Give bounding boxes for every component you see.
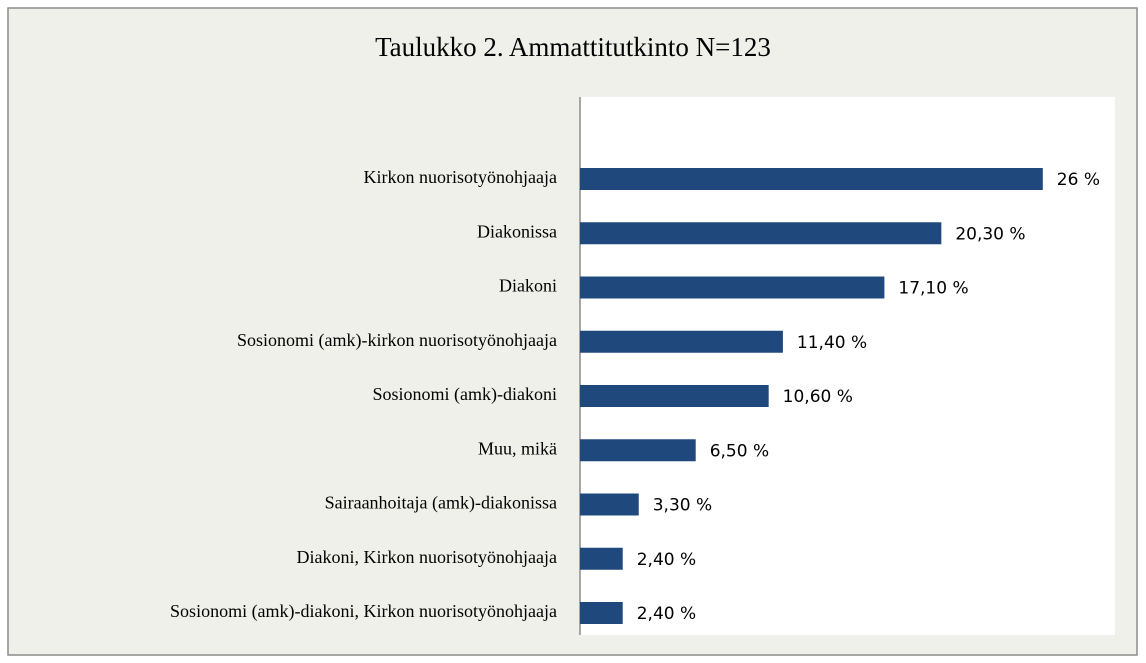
y-tick-label: Kirkon nuorisotyönohjaaja [364, 167, 557, 187]
y-tick-label: Diakoni, Kirkon nuorisotyönohjaaja [297, 547, 557, 567]
y-tick-label: Sosionomi (amk)-kirkon nuorisotyönohjaaj… [237, 330, 557, 351]
y-tick-label: Diakoni [499, 276, 557, 296]
value-label: 26 % [1057, 170, 1100, 190]
bar [580, 222, 942, 245]
value-label: 11,40 % [797, 333, 867, 353]
bar [580, 168, 1043, 190]
y-tick-label: Sairaanhoitaja (amk)-diakonissa [325, 493, 557, 514]
y-tick-label: Muu, mikä [478, 438, 557, 458]
value-label: 3,30 % [653, 496, 712, 516]
chart-title: Taulukko 2. Ammattitutkinto N=123 [375, 32, 771, 62]
value-label: 17,10 % [898, 279, 968, 299]
bar [580, 276, 885, 299]
value-label: 6,50 % [710, 441, 769, 461]
bar [580, 547, 623, 570]
value-label: 20,30 % [955, 224, 1025, 244]
bar [580, 602, 623, 624]
bar [580, 493, 639, 516]
value-label: 2,40 % [637, 550, 696, 570]
y-tick-label: Diakonissa [477, 221, 557, 241]
y-tick-label: Sosionomi (amk)-diakoni, Kirkon nuorisot… [170, 601, 557, 622]
y-tick-label: Sosionomi (amk)-diakoni [373, 384, 557, 405]
value-label: 10,60 % [783, 387, 853, 407]
bar [580, 385, 769, 407]
bar [580, 330, 783, 353]
value-label: 2,40 % [637, 604, 696, 624]
bar [580, 439, 696, 462]
